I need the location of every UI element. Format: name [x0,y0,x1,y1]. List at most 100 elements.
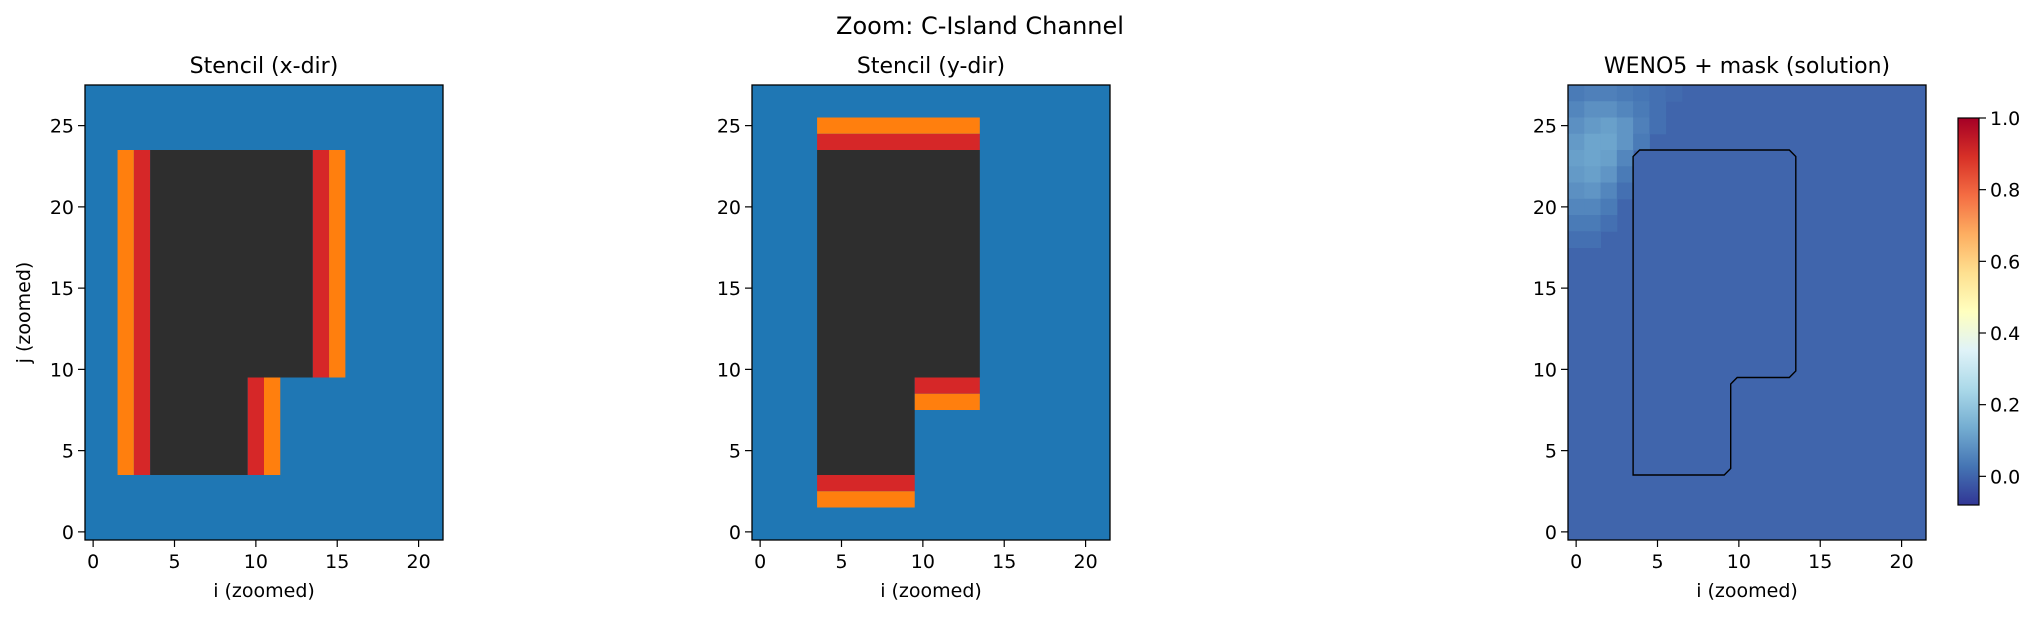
y-tick-label: 5 [62,441,74,463]
y-tick-label: 10 [1533,359,1557,381]
panel-title: Stencil (x-dir) [190,54,339,79]
solution-cell [1665,85,1683,102]
solution-cell [1600,133,1618,151]
x-tick-label: 0 [1570,551,1582,573]
x-tick-label: 15 [325,551,349,573]
figure-suptitle: Zoom: C-Island Channel [836,12,1124,40]
y-tick-label: 0 [1545,522,1557,544]
solution-cell [1584,198,1602,216]
solution-cell [1600,166,1618,183]
y-tick-label: 10 [50,359,74,381]
solution-cell [1584,166,1602,183]
cell-stencil-outer [817,491,915,508]
x-tick-label: 20 [1073,551,1097,573]
x-tick-label: 0 [754,551,766,573]
panel-2: Stencil (y-dir) 0 5 10 15 20 0 5 10 15 20 25 i (zoom… [717,54,1111,602]
solution-cell [1584,231,1602,248]
y-tick-label: 20 [1533,197,1557,219]
solution-cell [1584,182,1602,200]
y-tick-label: 10 [717,359,741,381]
colorbar-gradient [1958,118,1979,505]
x-tick-label: 0 [87,551,99,573]
colorbar-tick-label: 1.0 [1990,108,2020,130]
solution-cell [1584,150,1602,167]
cell-solid [817,150,980,378]
colorbar-tick-label: 0.4 [1990,323,2020,345]
y-axis-label: j (zoomed) [13,262,35,365]
solution-cell [1584,215,1602,232]
solution-cell [1600,150,1618,167]
x-tick-label: 10 [911,551,935,573]
cell-stencil-inner [312,150,330,378]
cell-stencil-inner [817,475,915,492]
solution-cell [1633,133,1650,151]
y-tick-label: 5 [729,441,741,463]
colorbar-tick-label: 0.2 [1990,395,2020,417]
cell-stencil-outer [817,117,980,134]
colorbar-tick-label: 0.6 [1990,251,2020,273]
x-tick-label: 5 [1651,551,1663,573]
solution-cell [1568,101,1585,118]
solution-cell [1568,150,1585,167]
colorbar: 0.0 0.2 0.4 0.6 0.8 1.0 [1957,108,2020,506]
mask-outline [1632,149,1797,476]
y-tick-label: 20 [717,197,741,219]
panel-3: WENO5 + mask (solution) 0 5 10 15 20 0 5 10 15 20 2… [1533,54,1927,602]
axes-frame [1567,84,1927,541]
solution-cell [1649,85,1667,102]
solution-cell [1616,133,1634,151]
y-tick-label: 5 [1545,441,1557,463]
colorbar-frame [1957,117,1980,506]
plot-area [1568,85,1926,540]
y-tick-label: 25 [1533,116,1557,138]
solution-cell [1584,117,1602,135]
y-tick-label: 15 [717,278,741,300]
solution-cell [1568,198,1585,216]
cell-solid [817,377,915,475]
cell-stencil-outer [264,377,281,475]
x-tick-label: 10 [1727,551,1751,573]
axes-frame [84,84,444,541]
solution-cell [1568,85,1585,102]
solution-cell [1616,150,1634,167]
solution-cell [1600,182,1618,200]
x-axis-label: i (zoomed) [213,580,315,602]
colorbar-tick-label: 0.0 [1990,466,2020,488]
x-tick-label: 5 [835,551,847,573]
x-tick-label: 20 [1889,551,1913,573]
cell-solid [150,377,248,475]
solution-cell [1616,101,1634,118]
solution-cell [1649,101,1667,118]
y-tick-label: 25 [50,116,74,138]
solution-cell [1633,117,1650,135]
solution-cell [1616,182,1634,200]
solution-cell [1568,117,1585,135]
cell-stencil-outer [117,150,134,475]
cell-stencil-inner [914,377,980,394]
cell-stencil-outer [914,393,980,410]
panel-title: WENO5 + mask (solution) [1604,54,1890,79]
y-tick-label: 15 [1533,278,1557,300]
solution-cell [1600,215,1618,232]
x-tick-label: 10 [244,551,268,573]
cell-stencil-inner [133,150,151,475]
y-tick-label: 0 [62,522,74,544]
solution-cell [1584,101,1602,118]
solution-cell [1633,101,1650,118]
panel-1: Stencil (x-dir) 0 5 10 15 20 0 5 10 15 20 25 i (zoom… [13,54,444,602]
solution-cell [1600,117,1618,135]
solution-cell [1616,85,1634,102]
x-axis-label: i (zoomed) [1696,580,1798,602]
panel-title: Stencil (y-dir) [857,54,1005,79]
solution-cell [1649,117,1667,135]
x-axis-label: i (zoomed) [880,580,982,602]
solution-cell [1600,85,1618,102]
cell-stencil-inner [817,133,980,150]
y-tick-label: 20 [50,197,74,219]
y-tick-label: 15 [50,278,74,300]
solution-cell [1568,182,1585,200]
plot-area [752,85,1110,540]
solution-cell [1568,133,1585,151]
solution-cell [1568,215,1585,232]
